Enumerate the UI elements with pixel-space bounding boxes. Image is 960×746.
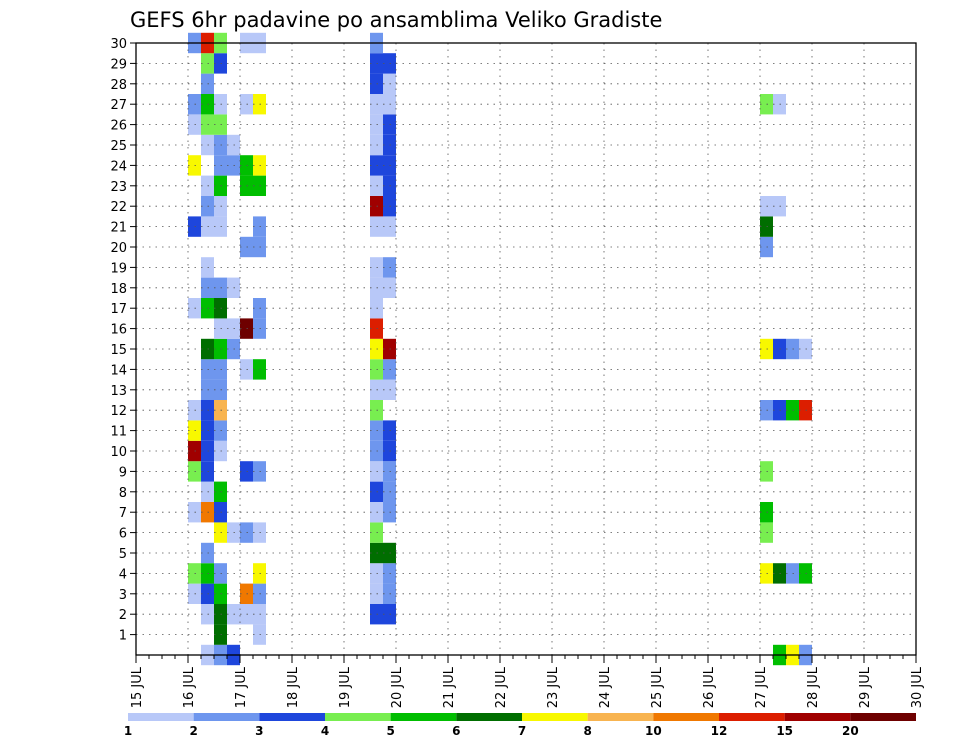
x-tick-label: 17 JUL xyxy=(234,666,249,708)
color-legend: 1 2 3 4 5 6 7 8 10 12 15 20 xyxy=(124,713,916,738)
legend-swatch xyxy=(193,713,260,721)
y-axis: 1234567891011121314151617181920212223242… xyxy=(110,37,136,644)
y-tick-label: 21 xyxy=(110,221,127,236)
y-tick-label: 3 xyxy=(119,588,127,603)
y-tick-label: 6 xyxy=(119,527,127,542)
y-tick-label: 24 xyxy=(110,159,127,174)
legend-label: 8 xyxy=(583,724,591,738)
x-axis: 15 JUL 16 JUL 17 JUL 18 JUL 19 JUL 20 JUL 21 J… xyxy=(130,655,925,708)
legend-label: 2 xyxy=(189,724,197,738)
legend-label: 1 xyxy=(124,724,132,738)
y-tick-label: 9 xyxy=(119,465,127,480)
x-tick-label: 21 JUL xyxy=(442,666,457,708)
x-tick-label: 23 JUL xyxy=(546,666,561,708)
y-tick-label: 1 xyxy=(119,629,127,644)
y-tick-label: 16 xyxy=(110,323,127,338)
x-tick-label: 15 JUL xyxy=(130,666,145,708)
y-tick-label: 28 xyxy=(110,78,127,93)
y-tick-label: 8 xyxy=(119,486,127,501)
x-tick-label: 25 JUL xyxy=(650,666,665,708)
y-tick-label: 17 xyxy=(110,302,127,317)
legend-swatch xyxy=(784,713,851,721)
x-tick-label: 27 JUL xyxy=(754,666,769,708)
y-tick-label: 4 xyxy=(119,567,127,582)
legend-swatch xyxy=(850,713,916,721)
x-tick-label: 20 JUL xyxy=(390,666,405,708)
x-tick-label: 30 JUL xyxy=(910,666,925,708)
legend-swatch xyxy=(390,713,457,721)
y-tick-label: 10 xyxy=(110,445,127,460)
y-tick-label: 27 xyxy=(110,98,127,113)
chart-title: GEFS 6hr padavine po ansamblima Veliko G… xyxy=(130,8,662,32)
y-tick-label: 7 xyxy=(119,506,127,521)
y-tick-label: 30 xyxy=(110,37,127,52)
legend-label: 6 xyxy=(452,724,460,738)
y-tick-label: 29 xyxy=(110,57,127,72)
legend-label: 12 xyxy=(711,724,728,738)
y-tick-label: 26 xyxy=(110,119,127,134)
legend-label: 3 xyxy=(255,724,263,738)
y-tick-label: 18 xyxy=(110,282,127,297)
y-tick-label: 12 xyxy=(110,404,127,419)
x-tick-label: 26 JUL xyxy=(702,666,717,708)
x-tick-label: 28 JUL xyxy=(806,666,821,708)
x-tick-label: 24 JUL xyxy=(598,666,613,708)
legend-swatch xyxy=(522,713,588,721)
x-tick-label: 19 JUL xyxy=(338,666,353,708)
x-tick-label: 16 JUL xyxy=(182,666,197,708)
y-tick-label: 2 xyxy=(119,608,127,623)
x-tick-label: 29 JUL xyxy=(858,666,873,708)
legend-label: 4 xyxy=(321,724,329,738)
legend-label: 20 xyxy=(842,724,859,738)
grid-layer xyxy=(136,42,916,655)
legend-swatch xyxy=(719,713,785,721)
legend-label: 5 xyxy=(386,724,394,738)
y-tick-label: 19 xyxy=(110,261,127,276)
legend-label: 7 xyxy=(518,724,526,738)
legend-swatch xyxy=(653,713,719,721)
y-tick-label: 5 xyxy=(119,547,127,562)
y-tick-label: 20 xyxy=(110,241,127,256)
y-tick-label: 25 xyxy=(110,139,127,154)
x-tick-label: 18 JUL xyxy=(286,666,301,708)
y-tick-label: 22 xyxy=(110,200,127,215)
y-tick-label: 13 xyxy=(110,384,127,399)
legend-swatch xyxy=(456,713,522,721)
y-tick-label: 14 xyxy=(110,363,127,378)
y-tick-label: 23 xyxy=(110,180,127,195)
legend-label: 10 xyxy=(645,724,662,738)
legend-swatch xyxy=(587,713,654,721)
legend-swatch xyxy=(325,713,391,721)
legend-label: 15 xyxy=(776,724,793,738)
legend-swatch xyxy=(128,713,194,721)
legend-swatch xyxy=(259,713,325,721)
y-tick-label: 15 xyxy=(110,343,127,358)
y-tick-label: 11 xyxy=(110,425,127,440)
x-tick-label: 22 JUL xyxy=(494,666,509,708)
